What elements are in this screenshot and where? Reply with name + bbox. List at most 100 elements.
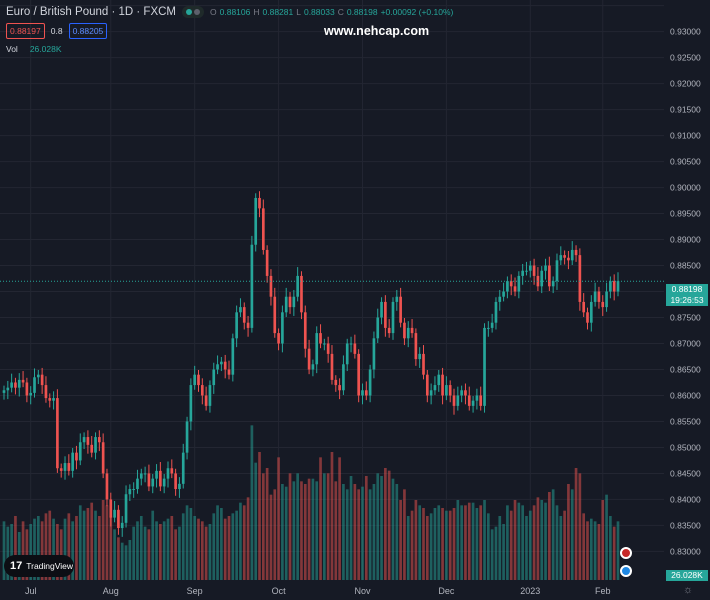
low-label: L bbox=[296, 7, 301, 17]
candle-body bbox=[448, 385, 452, 396]
candle-body bbox=[105, 473, 109, 500]
candle-body bbox=[307, 348, 311, 370]
volume-bar bbox=[78, 505, 82, 580]
volume-bar bbox=[467, 502, 471, 580]
sell-button[interactable]: 0.88197 bbox=[6, 23, 45, 39]
volume-bar bbox=[246, 497, 250, 580]
last-price-tag: 0.88198 19:26:53 bbox=[666, 284, 708, 306]
volume-bar bbox=[288, 473, 292, 580]
volume-bar bbox=[490, 529, 494, 580]
candle-body bbox=[372, 338, 376, 370]
volume-bar bbox=[90, 502, 94, 580]
candle-body bbox=[357, 353, 361, 396]
volume-bar bbox=[326, 473, 330, 580]
event-globe-icon[interactable] bbox=[620, 565, 632, 577]
volume-bar bbox=[357, 489, 361, 580]
candle-body bbox=[368, 369, 372, 396]
candle-body bbox=[128, 489, 132, 495]
price-tick-label: 0.85500 bbox=[670, 416, 701, 426]
volume-bar bbox=[395, 484, 399, 580]
candle-body bbox=[40, 374, 44, 386]
volume-bar bbox=[406, 516, 410, 580]
volume-bar bbox=[231, 513, 235, 580]
candle-body bbox=[94, 437, 97, 453]
candle-body bbox=[323, 343, 326, 345]
volume-bar bbox=[353, 484, 357, 580]
settings-gear-icon[interactable]: ☼ bbox=[683, 584, 694, 596]
ohlc-readout: O 0.88106 H 0.88281 L 0.88033 C 0.88198 +0.0… bbox=[210, 7, 453, 17]
candle-body bbox=[174, 473, 177, 490]
volume-bar bbox=[563, 510, 566, 580]
candle-body bbox=[471, 400, 475, 406]
chart-header: Euro / British Pound · 1D · FXCM O 0.8810… bbox=[6, 4, 453, 20]
volume-bar bbox=[200, 521, 204, 580]
volume-bar bbox=[178, 526, 181, 580]
volume-label[interactable]: Vol bbox=[6, 44, 18, 54]
volume-bar bbox=[418, 505, 422, 580]
candle-body bbox=[200, 385, 204, 396]
candle-body bbox=[490, 322, 494, 328]
candle-body bbox=[441, 374, 444, 396]
volume-bar bbox=[40, 521, 44, 580]
volume-bar bbox=[502, 524, 505, 580]
volume-bar bbox=[235, 510, 238, 580]
candle-body bbox=[17, 379, 21, 388]
volume-bar bbox=[29, 524, 33, 580]
candle-body bbox=[132, 489, 135, 491]
volume-bar bbox=[208, 524, 212, 580]
candle-body bbox=[559, 255, 563, 261]
market-status-icon[interactable] bbox=[182, 6, 204, 18]
candle-body bbox=[151, 478, 155, 487]
volume-bar bbox=[6, 526, 10, 580]
time-axis: Jul Aug Sep Oct Nov Dec 2023 Feb bbox=[25, 586, 611, 596]
candle-body bbox=[567, 257, 570, 261]
candle-body bbox=[353, 343, 357, 354]
volume-bar bbox=[334, 481, 338, 580]
volume-bar bbox=[441, 508, 444, 580]
price-tick-label: 0.84500 bbox=[670, 468, 701, 478]
candle-body bbox=[143, 473, 147, 475]
volume-bar bbox=[570, 489, 574, 580]
candle-body bbox=[288, 296, 292, 308]
candle-body bbox=[36, 374, 40, 378]
candle-body bbox=[532, 265, 536, 276]
volume-bar bbox=[132, 526, 135, 580]
time-tick-label: 2023 bbox=[520, 586, 540, 596]
volume-bar bbox=[59, 529, 63, 580]
event-flag-icon[interactable] bbox=[620, 547, 632, 559]
candle-body bbox=[216, 364, 219, 370]
volume-bar bbox=[98, 516, 101, 580]
volume-bar bbox=[300, 481, 303, 580]
candle-body bbox=[452, 395, 456, 406]
volume-bar bbox=[86, 508, 90, 580]
candle-body bbox=[250, 244, 254, 328]
volume-bar bbox=[250, 425, 254, 580]
candle-body bbox=[425, 374, 429, 396]
candle-body bbox=[71, 452, 74, 471]
volume-bar bbox=[71, 521, 74, 580]
volume-bar bbox=[479, 505, 483, 580]
candle-body bbox=[578, 255, 582, 302]
tradingview-logo[interactable]: 17 TradingView bbox=[4, 555, 74, 577]
volume-bar bbox=[551, 489, 555, 580]
last-price-value: 0.88198 bbox=[671, 284, 703, 294]
symbol-title[interactable]: Euro / British Pound · 1D · FXCM bbox=[6, 6, 176, 18]
candle-body bbox=[361, 390, 364, 396]
volume-bar bbox=[506, 505, 509, 580]
candle-body bbox=[220, 361, 223, 365]
candle-body bbox=[349, 343, 353, 345]
candle-body bbox=[616, 281, 620, 292]
candle-body bbox=[136, 478, 139, 490]
volume-bar bbox=[372, 484, 376, 580]
buy-button[interactable]: 0.88205 bbox=[68, 23, 108, 39]
volume-bar bbox=[128, 540, 132, 580]
candle-body bbox=[364, 390, 368, 396]
candle-body bbox=[345, 343, 349, 365]
volume-bar bbox=[239, 502, 242, 580]
candle-body bbox=[21, 379, 25, 383]
candle-body bbox=[422, 353, 425, 375]
volume-bar bbox=[48, 510, 52, 580]
volume-bar bbox=[425, 516, 429, 580]
